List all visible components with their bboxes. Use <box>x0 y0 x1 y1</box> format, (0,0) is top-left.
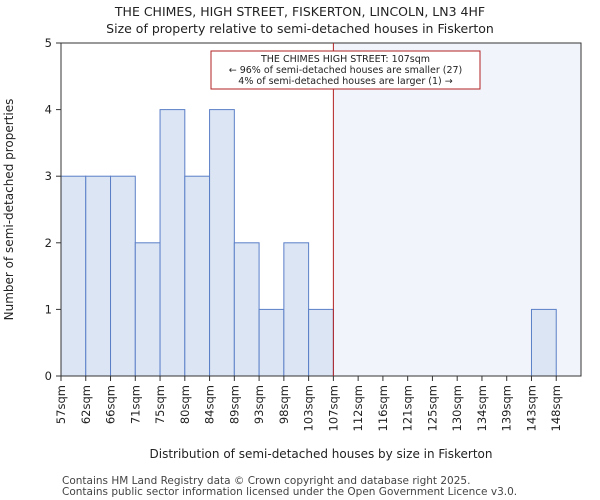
x-tick-label-98sqm: 98sqm <box>277 385 291 424</box>
bar-98sqm <box>283 242 310 377</box>
x-tick-label-116sqm: 116sqm <box>376 385 390 431</box>
x-tick-label-107sqm: 107sqm <box>326 385 340 431</box>
y-axis-label: Number of semi-detached properties <box>2 99 16 321</box>
y-tick-label-3: 3 <box>45 169 52 183</box>
x-tick-label-139sqm: 139sqm <box>500 385 514 431</box>
annotation-line-1: THE CHIMES HIGH STREET: 107sqm <box>260 54 430 65</box>
annotation-line-2: ← 96% of semi-detached houses are smalle… <box>229 65 463 76</box>
footer-licence: Contains public sector information licen… <box>62 486 518 498</box>
y-tick-label-4: 4 <box>45 103 52 117</box>
x-tick-label-112sqm: 112sqm <box>351 385 365 431</box>
x-tick-label-125sqm: 125sqm <box>425 385 439 431</box>
plot-frame <box>60 42 582 377</box>
chart-subtitle: Size of property relative to semi-detach… <box>106 21 494 36</box>
bar-89sqm <box>233 242 260 377</box>
y-tick-label-1: 1 <box>45 302 52 316</box>
footer-copyright: Contains HM Land Registry data © Crown c… <box>62 475 471 487</box>
x-tick-label-75sqm: 75sqm <box>153 385 167 424</box>
annotation-box <box>210 50 481 90</box>
y-tick-label-5: 5 <box>45 36 52 50</box>
x-tick-label-89sqm: 89sqm <box>227 385 241 424</box>
bar-103sqm <box>308 308 334 377</box>
x-tick-label-93sqm: 93sqm <box>252 385 266 424</box>
bar-93sqm <box>258 308 285 377</box>
bar-71sqm <box>134 242 161 377</box>
bar-143sqm <box>530 308 557 377</box>
x-tick-label-143sqm: 143sqm <box>524 385 538 431</box>
x-tick-label-130sqm: 130sqm <box>450 385 464 431</box>
bar-62sqm <box>85 175 112 377</box>
annotation-line-3: 4% of semi-detached houses are larger (1… <box>238 76 452 87</box>
bar-80sqm <box>184 175 211 377</box>
bar-84sqm <box>209 109 235 377</box>
x-tick-label-62sqm: 62sqm <box>79 385 93 424</box>
y-tick-label-0: 0 <box>45 369 52 383</box>
x-tick-label-84sqm: 84sqm <box>203 385 217 424</box>
x-tick-label-121sqm: 121sqm <box>401 385 415 431</box>
bar-75sqm <box>159 109 186 377</box>
x-tick-label-148sqm: 148sqm <box>549 385 563 431</box>
x-axis-label: Distribution of semi-detached houses by … <box>150 447 493 461</box>
bar-66sqm <box>110 175 136 377</box>
x-tick-label-80sqm: 80sqm <box>178 385 192 424</box>
x-tick-label-103sqm: 103sqm <box>302 385 316 431</box>
bar-57sqm <box>60 175 87 377</box>
chart-title: THE CHIMES, HIGH STREET, FISKERTON, LINC… <box>114 4 486 19</box>
x-tick-label-57sqm: 57sqm <box>54 385 68 424</box>
y-tick-label-2: 2 <box>45 236 52 250</box>
property-annotation: THE CHIMES HIGH STREET: 107sqm ← 96% of … <box>210 50 481 90</box>
x-tick-label-71sqm: 71sqm <box>128 385 142 424</box>
x-tick-label-134sqm: 134sqm <box>475 385 489 431</box>
x-tick-label-66sqm: 66sqm <box>104 385 118 424</box>
